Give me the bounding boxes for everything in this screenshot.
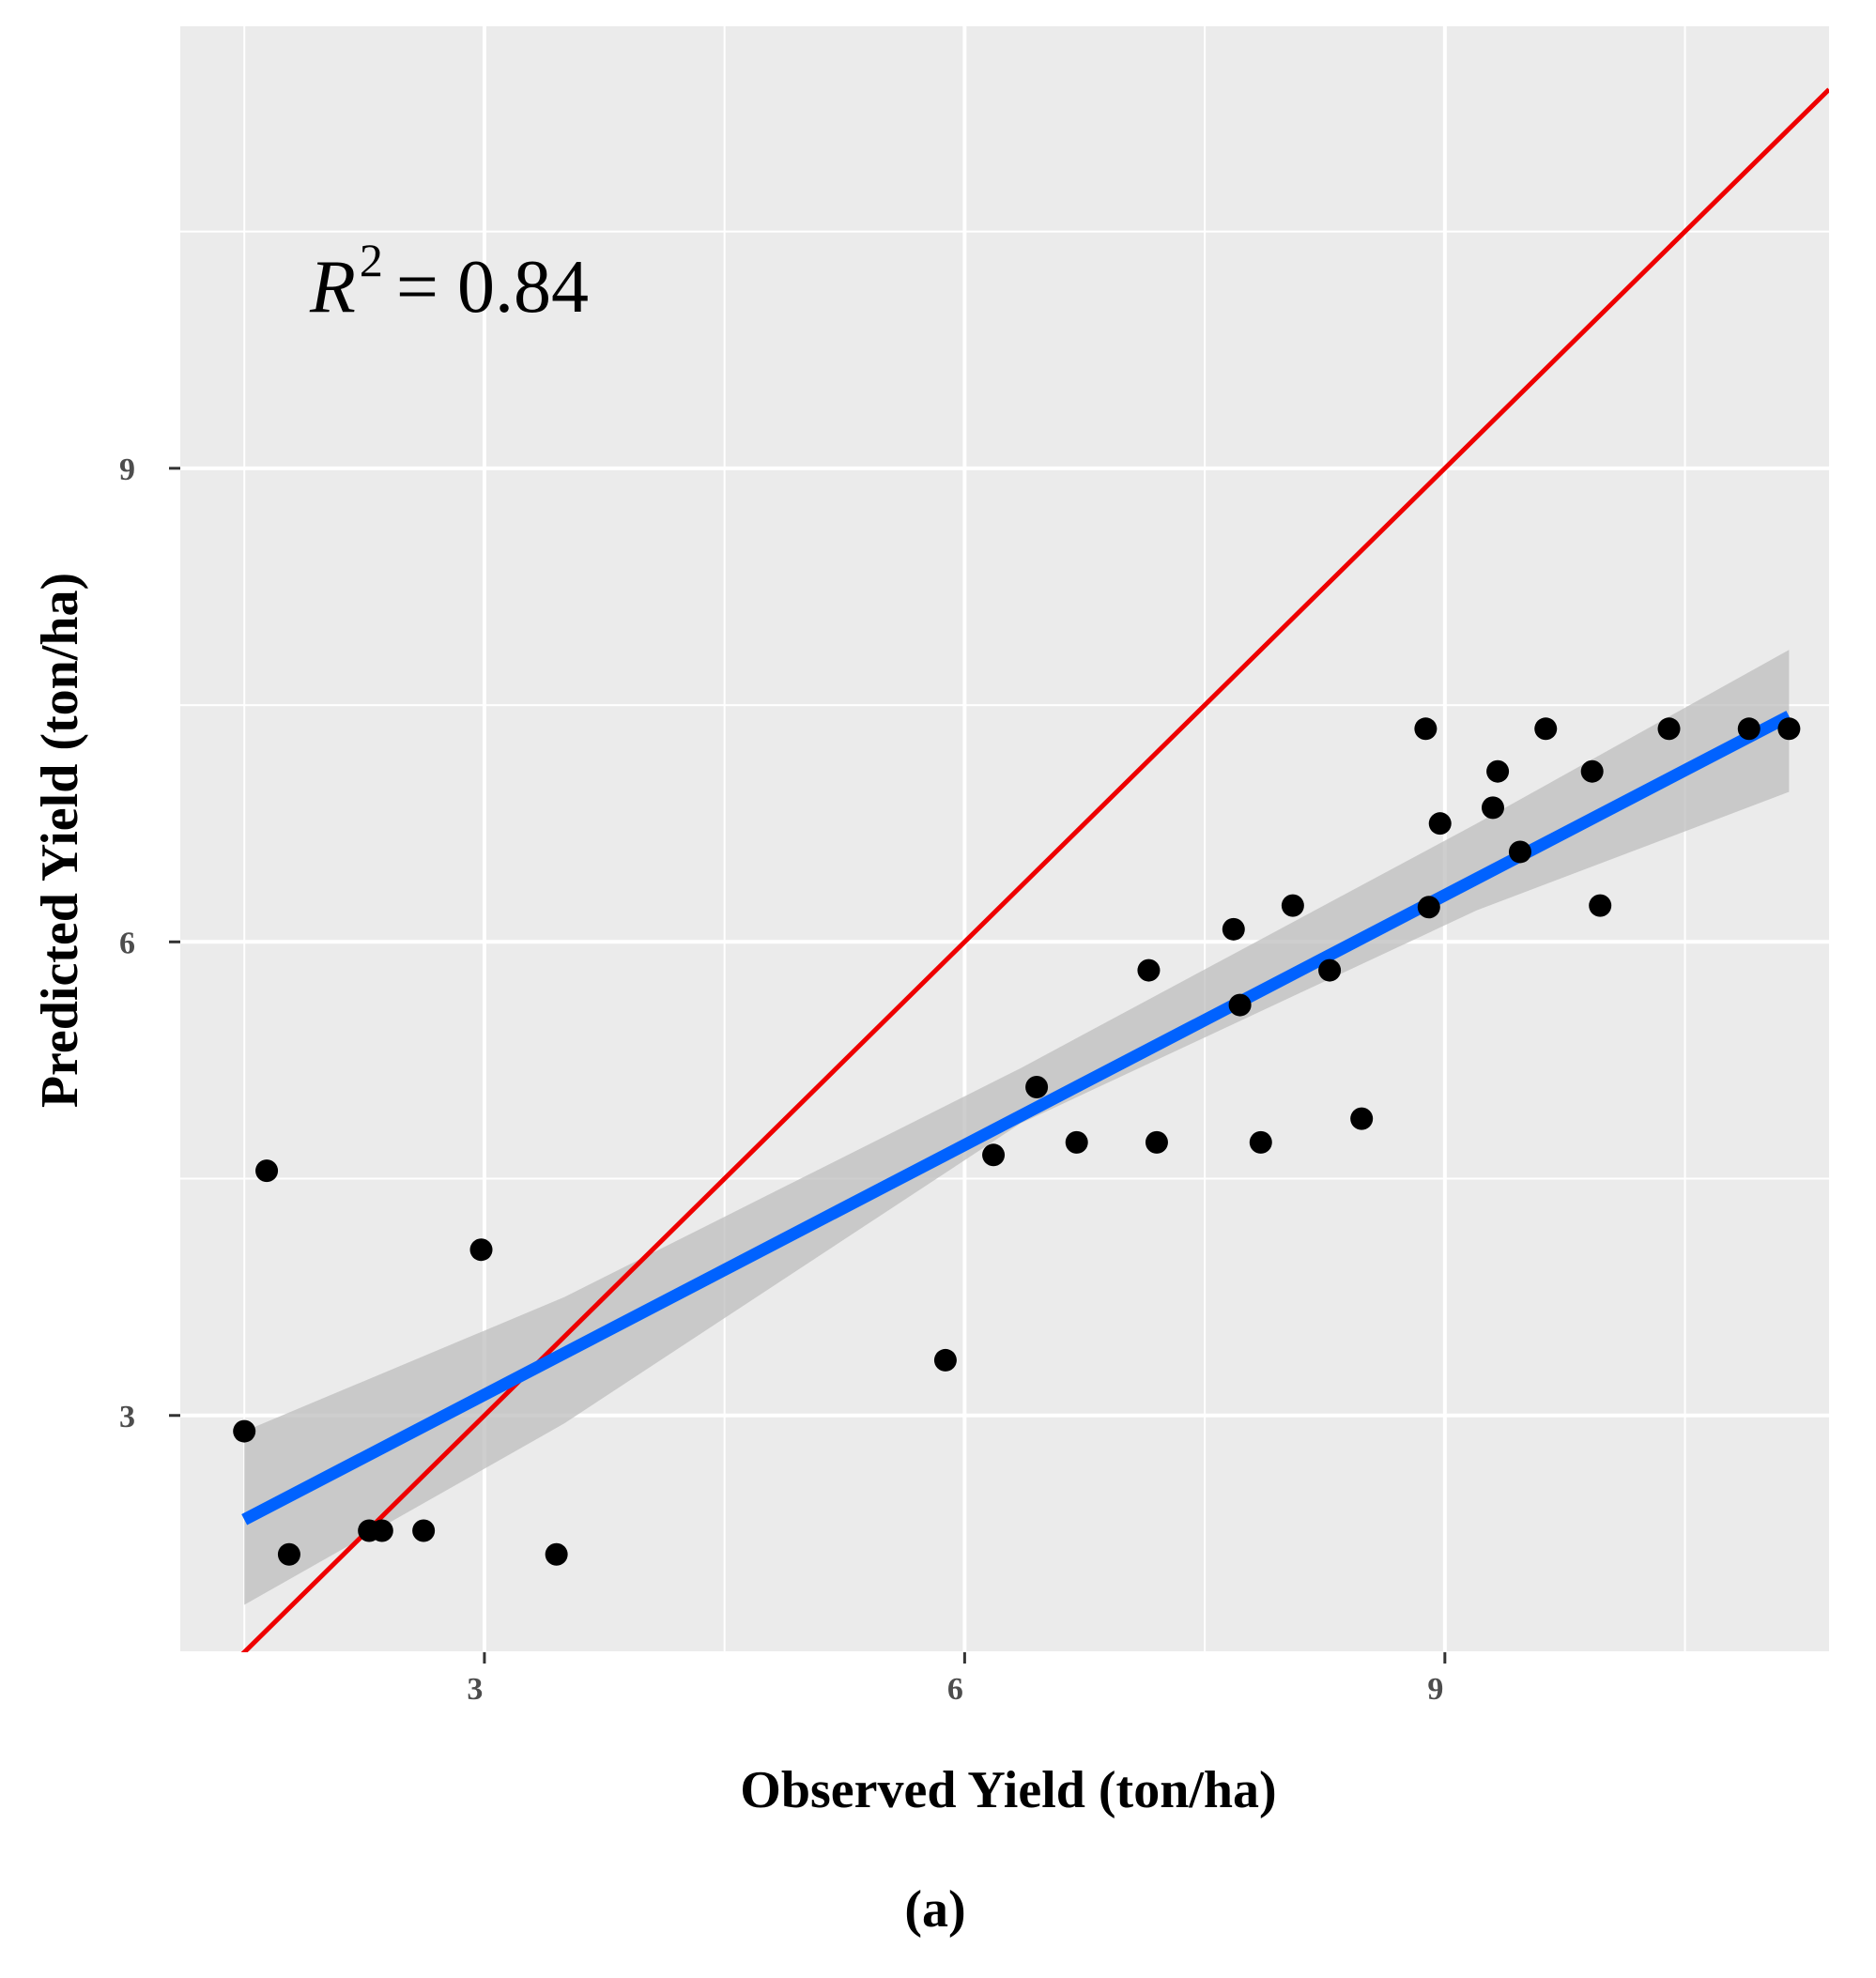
data-point [1025,1076,1049,1099]
minor-gridlines [180,26,1829,1653]
data-point [233,1419,256,1443]
data-point [1534,717,1558,741]
r-squared-value: = 0.84 [396,246,589,329]
data-point [1222,917,1245,941]
regression-line [241,711,1792,1526]
r-squared-exponent: 2 [360,234,383,286]
data-point [1580,759,1604,783]
data-point [469,1238,493,1262]
data-point [1589,894,1612,917]
r-squared-symbol: R [309,246,356,329]
data-point [1249,1130,1272,1154]
data-point [1065,1130,1088,1154]
x-axis-title: Observed Yield (ton/ha) [740,1761,1276,1819]
data-point [1228,993,1252,1017]
major-gridlines [180,26,1829,1652]
x-tick-label: 6 [947,1672,963,1707]
data-point [1414,717,1438,741]
data-point [277,1542,300,1566]
y-tick-label: 9 [119,452,135,487]
data-point [1145,1130,1168,1154]
data-point [545,1542,568,1566]
x-tick-label: 9 [1427,1672,1443,1707]
axis-ticks: 3 6 9 3 6 9 [119,452,1447,1707]
panel-caption: (a) [904,1880,965,1939]
x-tick-label: 3 [467,1672,483,1707]
r-squared-annotation: R2 = 0.84 [309,234,589,329]
data-point [1737,717,1761,741]
data-point [933,1348,957,1372]
data-point [1137,958,1161,982]
data-point [1657,717,1681,741]
data-point [1508,840,1531,864]
data-point [1417,896,1440,919]
data-point [1350,1107,1374,1130]
data-point [1318,958,1342,982]
identity-line [240,87,1829,1652]
data-point [370,1519,393,1542]
data-point [982,1143,1006,1167]
y-axis-title: Predicted Yield (ton/ha) [31,573,89,1108]
confidence-band-layer [244,650,1790,1605]
points-layer [233,717,1801,1566]
identity-line-layer [240,87,1829,1652]
data-point [1428,812,1452,836]
y-tick-label: 3 [119,1400,135,1434]
fit-line-layer [241,711,1792,1526]
y-tick-label: 6 [119,926,135,960]
data-point [255,1159,279,1183]
data-point [1281,894,1304,917]
confidence-band [244,650,1790,1605]
data-point [1486,759,1510,783]
data-point [1481,796,1504,820]
data-point [412,1519,436,1542]
data-point [1777,717,1801,741]
